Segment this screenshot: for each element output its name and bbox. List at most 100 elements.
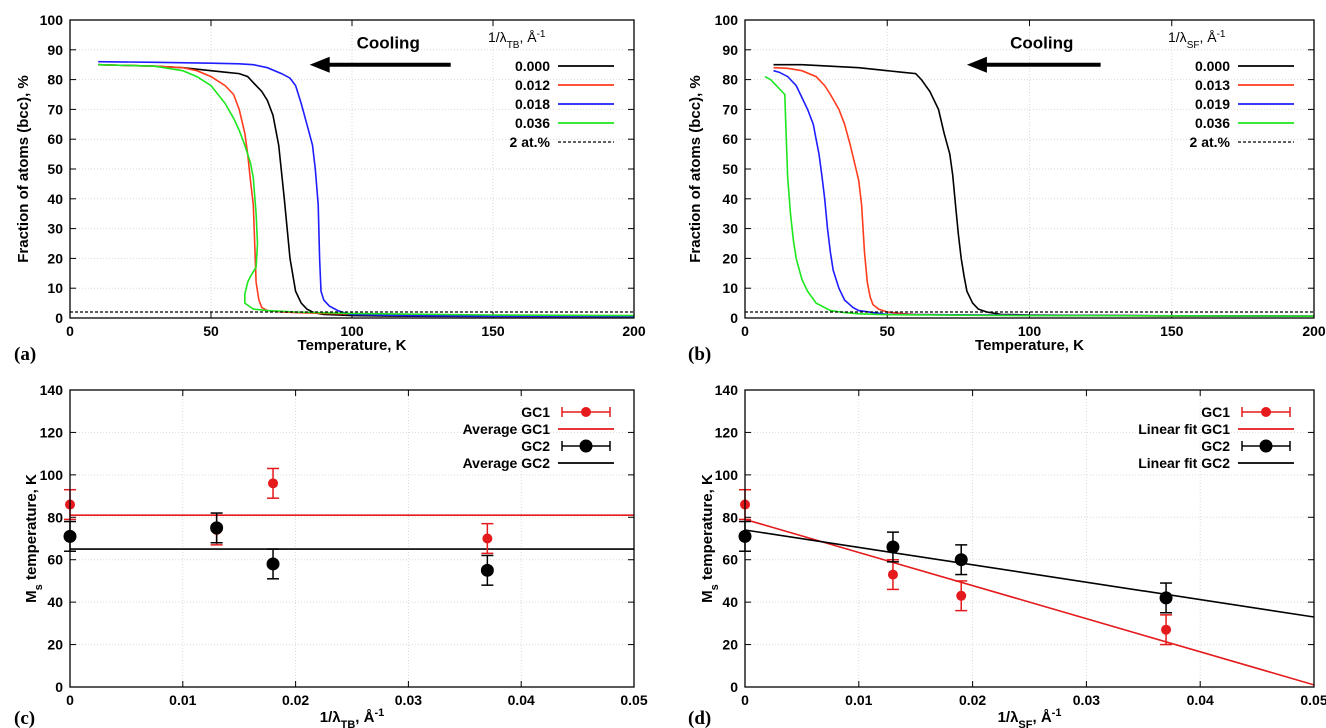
y-axis-label: Ms temperature, K [23, 474, 45, 603]
y-tick-label: 140 [715, 382, 739, 398]
x-tick-label: 0.04 [508, 692, 535, 708]
panel-label: (a) [14, 344, 36, 365]
legend-entry-label: 0.036 [1195, 115, 1230, 131]
panel-label: (b) [688, 344, 711, 365]
y-tick-label: 50 [722, 161, 738, 177]
y-tick-label: 100 [40, 467, 64, 483]
data-point [480, 563, 494, 577]
x-tick-label: 0.05 [1300, 692, 1326, 708]
legend-entry-label: Average GC1 [463, 421, 551, 437]
series-line-0 [98, 63, 634, 318]
y-tick-label: 120 [715, 424, 739, 440]
panel-label: (c) [14, 708, 35, 728]
data-point [210, 521, 224, 535]
y-tick-label: 0 [730, 679, 738, 695]
y-tick-label: 0 [55, 310, 63, 326]
data-point [268, 478, 279, 489]
y-tick-label: 80 [722, 509, 738, 525]
plot-area [745, 63, 1314, 318]
x-tick-label: 0.03 [395, 692, 422, 708]
x-tick-label: 0.01 [169, 692, 196, 708]
y-axis-label: Ms temperature, K [699, 474, 721, 603]
legend-marker [579, 439, 593, 453]
data-point [954, 553, 968, 567]
plot-frame [744, 389, 1315, 688]
plot-frame [69, 19, 635, 319]
y-tick-label: 40 [47, 594, 63, 610]
x-tick-label: 200 [622, 323, 646, 339]
data-point [956, 590, 967, 601]
legend-entry-label: 0.013 [1195, 77, 1230, 93]
legend-entry-label: Average GC2 [463, 455, 551, 471]
legend-title: 1/λTB, Å-1 [488, 29, 546, 51]
y-tick-label: 10 [47, 280, 63, 296]
y-tick-label: 140 [40, 382, 64, 398]
x-axis-label: 1/λTB, Å-1 [320, 707, 384, 728]
cooling-label: Cooling [1010, 34, 1073, 53]
legend-entry-label: 0.019 [1195, 96, 1230, 112]
y-tick-label: 100 [715, 12, 739, 28]
plot-area [745, 518, 1314, 686]
x-tick-label: 50 [203, 323, 219, 339]
y-tick-label: 60 [722, 131, 738, 147]
chart-panel-0: 0 50 100 150 2000102030405060708090100Temper… [14, 12, 646, 365]
data-point [887, 569, 898, 580]
y-tick-label: 0 [55, 679, 63, 695]
legend: 1/λSF, Å-1 0.000 0.013 0.019 0.036 2 at.% [1168, 29, 1294, 150]
x-tick-label: 100 [1018, 323, 1042, 339]
y-tick-label: 0 [730, 310, 738, 326]
series-line-0 [773, 63, 1314, 318]
y-axis-label: Fraction of atoms (bcc), % [687, 75, 704, 263]
y-tick-label: 60 [47, 552, 63, 568]
cooling-label: Cooling [357, 34, 420, 53]
y-tick-label: 40 [722, 191, 738, 207]
series-line-1 [745, 518, 1314, 686]
data-point [1161, 624, 1172, 635]
legend-entry-label: GC1 [521, 404, 550, 420]
legend-entry-label: Linear fit GC1 [1138, 421, 1230, 437]
y-tick-label: 80 [722, 72, 738, 88]
y-tick-label: 30 [47, 221, 63, 237]
series-line-3 [764, 75, 1314, 318]
series-line-3 [98, 63, 634, 317]
x-axis-label: Temperature, K [298, 337, 407, 354]
legend-entry-label: GC2 [521, 438, 550, 454]
legend-entry-label: 0.000 [515, 58, 550, 74]
x-tick-label: 0.04 [1187, 692, 1214, 708]
y-tick-label: 10 [722, 280, 738, 296]
y-tick-label: 40 [47, 191, 63, 207]
legend-marker [1259, 439, 1273, 453]
legend-title: 1/λSF, Å-1 [1168, 29, 1226, 51]
data-point [482, 533, 493, 544]
y-tick-label: 20 [722, 250, 738, 266]
y-tick-label: 70 [722, 101, 738, 117]
chart-panel-1: 0 50 100 150 2000102030405060708090100Temper… [687, 12, 1326, 365]
legend-entry-label: 0.018 [515, 96, 550, 112]
x-tick-label: 50 [879, 323, 895, 339]
x-tick-label: 150 [1160, 323, 1184, 339]
cooling-arrow-head [966, 56, 987, 73]
x-tick-label: 0 [66, 323, 74, 339]
legend-entry-label: 0.036 [515, 115, 550, 131]
plot-frame [69, 389, 635, 688]
x-tick-label: 200 [1302, 323, 1326, 339]
data-point [1159, 591, 1173, 605]
legend-entry-label: GC1 [1201, 404, 1230, 420]
x-tick-label: 0 [66, 692, 74, 708]
legend-marker [1261, 407, 1271, 417]
x-tick-label: 0 [741, 692, 749, 708]
x-tick-label: 0.01 [845, 692, 872, 708]
y-tick-label: 100 [40, 12, 64, 28]
x-tick-label: 0.02 [959, 692, 986, 708]
plot-frame [744, 19, 1315, 319]
x-tick-label: 100 [340, 323, 364, 339]
plot-area [70, 514, 634, 550]
x-tick-label: 150 [481, 323, 505, 339]
y-tick-label: 30 [722, 221, 738, 237]
y-axis-label: Fraction of atoms (bcc), % [15, 75, 32, 263]
series-line-2 [98, 60, 634, 318]
y-tick-label: 120 [40, 424, 64, 440]
legend-entry-label: 0.000 [1195, 58, 1230, 74]
data-point [886, 540, 900, 554]
